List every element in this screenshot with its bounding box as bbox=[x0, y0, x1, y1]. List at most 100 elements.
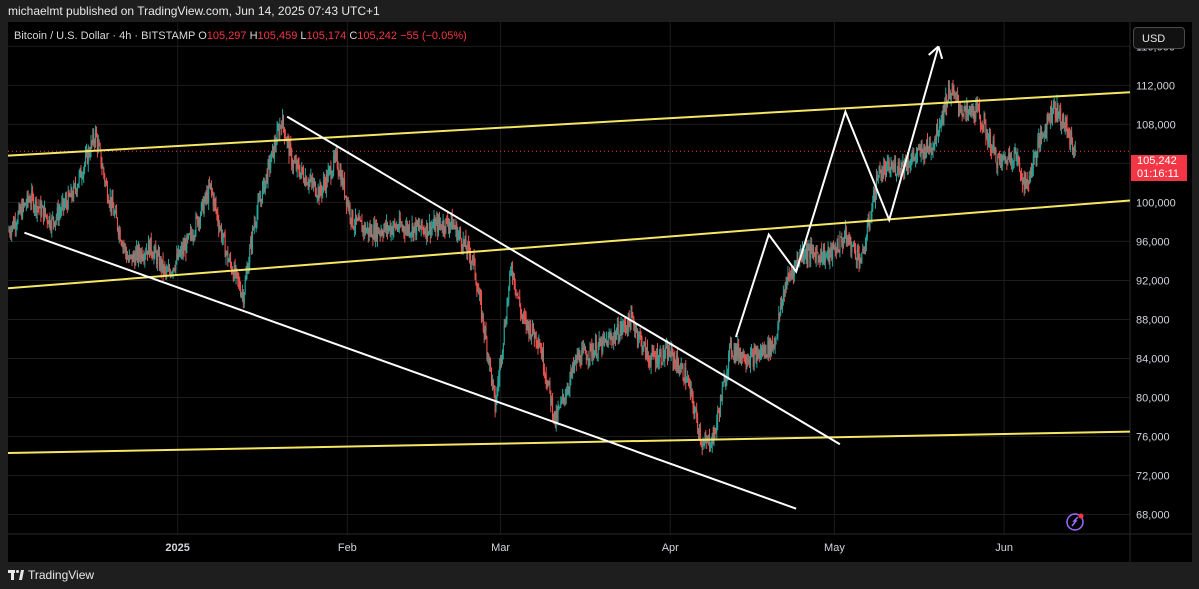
chart-area[interactable]: 68,000 72,000 76,000 80,000 84,000 88,000 92,0… bbox=[8, 22, 1192, 562]
candle-body bbox=[677, 355, 679, 365]
candle-body bbox=[560, 400, 562, 407]
candle-body bbox=[459, 231, 461, 234]
candle-body bbox=[11, 227, 13, 235]
candle-body bbox=[658, 355, 660, 364]
candle-body bbox=[566, 389, 568, 396]
candle-body bbox=[667, 348, 669, 361]
candle-body bbox=[365, 230, 367, 233]
candle-body bbox=[697, 417, 699, 429]
candle-body bbox=[119, 229, 121, 241]
candle-body bbox=[468, 243, 470, 247]
candle-body bbox=[814, 253, 816, 262]
candle-body bbox=[646, 347, 648, 357]
candle-body bbox=[627, 313, 629, 332]
candle-body bbox=[867, 218, 869, 227]
candle-body bbox=[336, 150, 338, 168]
candle-body bbox=[624, 321, 626, 325]
candle-body bbox=[656, 351, 658, 366]
candle-body bbox=[12, 221, 14, 228]
tradingview-logo[interactable]: TradingView bbox=[8, 568, 94, 582]
candle-body bbox=[677, 364, 679, 373]
candle-body bbox=[169, 271, 171, 277]
candle-body bbox=[346, 200, 348, 206]
candle-body bbox=[372, 237, 374, 240]
candle-body bbox=[973, 106, 975, 117]
candle-body bbox=[90, 141, 92, 155]
candle-body bbox=[241, 293, 243, 296]
candle-body bbox=[201, 199, 203, 204]
candle-body bbox=[716, 421, 718, 432]
currency-button[interactable]: USD bbox=[1133, 27, 1185, 49]
candle-body bbox=[816, 252, 818, 254]
candle-body bbox=[214, 199, 216, 204]
candle-body bbox=[955, 92, 957, 96]
candle-body bbox=[767, 341, 769, 357]
candle-body bbox=[958, 101, 960, 109]
candle-body bbox=[703, 443, 705, 446]
candle-body bbox=[557, 408, 559, 420]
symbol-label: Bitcoin / U.S. Dollar · 4h · BITSTAMP bbox=[14, 30, 196, 42]
last-price-tag: 105,242 01:16:11 bbox=[1131, 155, 1187, 181]
candle-body bbox=[882, 173, 884, 177]
candle-body bbox=[748, 360, 750, 362]
candle-body bbox=[995, 148, 997, 163]
y-tick-label: 96,000 bbox=[1136, 236, 1170, 248]
candle-body bbox=[1020, 171, 1022, 174]
candle-body bbox=[116, 210, 118, 219]
candle-body bbox=[110, 196, 112, 209]
candle-body bbox=[284, 137, 286, 139]
candle-body bbox=[640, 335, 642, 339]
candle-body bbox=[50, 226, 52, 230]
candle-body bbox=[815, 252, 817, 262]
candle-body bbox=[152, 256, 154, 259]
candle-body bbox=[895, 163, 897, 175]
candle-body bbox=[38, 207, 40, 209]
candle-body bbox=[644, 342, 646, 344]
candle-body bbox=[1046, 115, 1048, 133]
candle-body bbox=[92, 133, 94, 143]
candle-body bbox=[563, 394, 565, 398]
candle-body bbox=[223, 233, 225, 237]
candle-body bbox=[615, 332, 617, 340]
candle-body bbox=[359, 217, 361, 221]
candle-body bbox=[429, 222, 431, 236]
candle-body bbox=[368, 228, 370, 236]
candle-body bbox=[863, 248, 865, 252]
candle-body bbox=[1034, 151, 1036, 155]
candle-body bbox=[200, 203, 202, 215]
candle-body bbox=[842, 241, 844, 246]
candle-body bbox=[296, 161, 298, 170]
candle-body bbox=[217, 213, 219, 222]
candle-body bbox=[856, 249, 858, 261]
candle-body bbox=[72, 197, 74, 199]
candle-body bbox=[469, 255, 471, 263]
candle-body bbox=[181, 247, 183, 254]
candle-body bbox=[246, 268, 248, 275]
candle-body bbox=[518, 297, 520, 299]
candle-body bbox=[543, 369, 545, 375]
price-chart[interactable]: 68,000 72,000 76,000 80,000 84,000 88,000 92,0… bbox=[8, 22, 1192, 562]
candle-body bbox=[46, 216, 48, 222]
candle-body bbox=[391, 227, 393, 234]
candle-body bbox=[600, 340, 602, 346]
candle-body bbox=[797, 259, 799, 262]
candle-body bbox=[472, 256, 474, 262]
candle-body bbox=[914, 156, 916, 160]
candle-body bbox=[970, 106, 972, 114]
candle-body bbox=[991, 145, 993, 152]
symbol-legend: Bitcoin / U.S. Dollar · 4h · BITSTAMP O1… bbox=[14, 30, 467, 42]
candle-body bbox=[29, 199, 31, 203]
candle-body bbox=[180, 247, 182, 252]
candle-body bbox=[423, 228, 425, 233]
candle-body bbox=[380, 231, 382, 234]
candle-body bbox=[684, 368, 686, 383]
candle-body bbox=[879, 166, 881, 170]
projection-arrowhead bbox=[937, 46, 944, 60]
candle-body bbox=[609, 335, 611, 339]
candle-body bbox=[1044, 125, 1046, 137]
candle-body bbox=[761, 348, 763, 356]
candle-body bbox=[680, 366, 682, 372]
candle-body bbox=[741, 352, 743, 358]
candle-body bbox=[545, 375, 547, 382]
candle-body bbox=[1070, 131, 1072, 146]
